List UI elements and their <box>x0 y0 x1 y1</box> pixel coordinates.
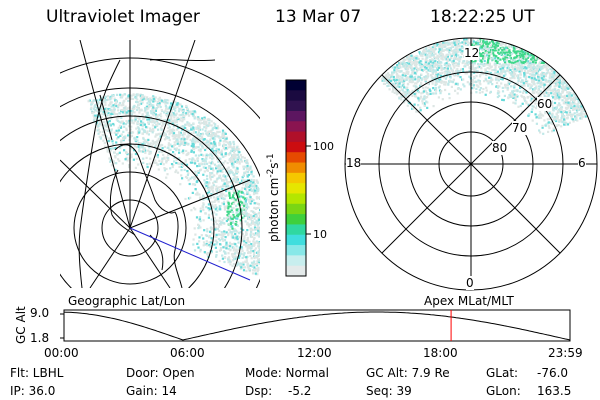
timeline-xlabel-0000: 00:00 <box>44 346 79 360</box>
colorbar-tick-10: 10 <box>313 228 327 241</box>
mlt-label-0: 0 <box>466 276 474 290</box>
timeline-xlabel-2359: 23:59 <box>548 346 583 360</box>
geographic-panel-label: Geographic Lat/Lon <box>68 294 186 308</box>
info-glon-label: GLon: <box>486 384 521 398</box>
time-label: 18:22:25 UT <box>430 7 535 27</box>
mlt-label-18: 18 <box>346 156 362 170</box>
mlat-label-70: 70 <box>512 121 528 135</box>
info-flt: Flt: LBHL <box>10 366 64 380</box>
mlat-label-60: 60 <box>537 97 553 111</box>
info-glat-value: -76.0 <box>537 366 569 380</box>
timeline-ytick-top: 9.0 <box>30 306 50 320</box>
timeline-ytick-bottom: 1.8 <box>30 331 50 345</box>
mlt-label-6: 6 <box>578 156 586 170</box>
timeline-ylabel: GC Alt <box>14 306 28 344</box>
colorbar-tick-100: 100 <box>313 140 334 153</box>
info-seq: Seq: 39 <box>366 384 412 398</box>
info-glon-value: 163.5 <box>537 384 572 398</box>
timeline-xlabel-1200: 12:00 <box>297 346 332 360</box>
info-ip: IP: 36.0 <box>10 384 56 398</box>
info-gc-alt: GC Alt: 7.9 Re <box>366 366 450 380</box>
info-dsp-label: Dsp: <box>245 384 273 398</box>
mlt-label-12: 12 <box>464 46 480 60</box>
date-label: 13 Mar 07 <box>275 7 362 27</box>
left-emission-speckle <box>87 93 260 276</box>
timeline-xlabel-0600: 06:00 <box>170 346 205 360</box>
info-glat-label: GLat: <box>486 366 519 380</box>
apex-panel-label: Apex MLat/MLT <box>424 294 514 308</box>
info-dsp-value: -5.2 <box>288 384 312 398</box>
info-mode: Mode: Normal <box>245 366 329 380</box>
mlat-label-80: 80 <box>492 141 508 155</box>
instrument-title: Ultraviolet Imager <box>46 7 200 27</box>
info-door: Door: Open <box>126 366 195 380</box>
timeline-xlabel-1800: 18:00 <box>423 346 458 360</box>
info-gain: Gain: 14 <box>126 384 177 398</box>
